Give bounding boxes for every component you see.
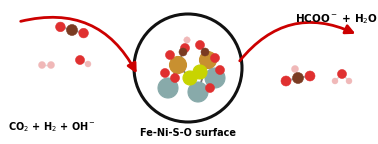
Circle shape xyxy=(291,66,299,72)
Circle shape xyxy=(338,70,347,78)
Circle shape xyxy=(85,61,91,67)
Circle shape xyxy=(76,55,85,65)
Circle shape xyxy=(206,84,214,92)
Circle shape xyxy=(48,61,54,69)
Circle shape xyxy=(79,28,88,38)
Text: Fe-Ni-S-O surface: Fe-Ni-S-O surface xyxy=(140,128,236,138)
Circle shape xyxy=(169,56,186,73)
Circle shape xyxy=(183,71,197,85)
Circle shape xyxy=(67,24,77,36)
Circle shape xyxy=(56,22,65,32)
Circle shape xyxy=(305,71,315,81)
Circle shape xyxy=(188,82,208,102)
Circle shape xyxy=(193,65,207,79)
Circle shape xyxy=(281,76,291,86)
Circle shape xyxy=(161,69,169,77)
Circle shape xyxy=(158,78,178,98)
Circle shape xyxy=(293,72,304,84)
Circle shape xyxy=(39,61,45,69)
Circle shape xyxy=(332,78,338,84)
Circle shape xyxy=(201,48,209,56)
Circle shape xyxy=(170,73,180,83)
Circle shape xyxy=(215,66,225,74)
Circle shape xyxy=(195,40,204,50)
Circle shape xyxy=(184,37,190,43)
Circle shape xyxy=(200,52,217,69)
Circle shape xyxy=(166,51,175,59)
Circle shape xyxy=(211,54,220,62)
Circle shape xyxy=(179,48,187,56)
Circle shape xyxy=(205,68,225,88)
Circle shape xyxy=(181,43,189,53)
Text: HCOO$^-$ + H$_2$O: HCOO$^-$ + H$_2$O xyxy=(295,12,378,26)
Circle shape xyxy=(346,78,352,84)
Text: CO$_2$ + H$_2$ + OH$^-$: CO$_2$ + H$_2$ + OH$^-$ xyxy=(8,120,96,134)
